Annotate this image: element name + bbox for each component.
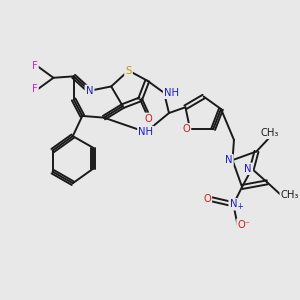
Text: NH: NH [138,127,153,137]
Text: CH₃: CH₃ [281,190,299,200]
Text: CH₃: CH₃ [260,128,278,138]
Text: N: N [244,164,252,174]
Text: NH: NH [164,88,179,98]
Text: O: O [145,114,153,124]
Text: O: O [182,124,190,134]
Text: S: S [125,66,132,76]
Text: F: F [32,84,38,94]
Text: N: N [86,86,93,96]
Text: O: O [203,194,211,204]
Text: N: N [225,155,232,165]
Text: O⁻: O⁻ [237,220,250,230]
Text: N: N [230,199,237,209]
Text: +: + [236,202,243,211]
Text: F: F [32,61,38,71]
